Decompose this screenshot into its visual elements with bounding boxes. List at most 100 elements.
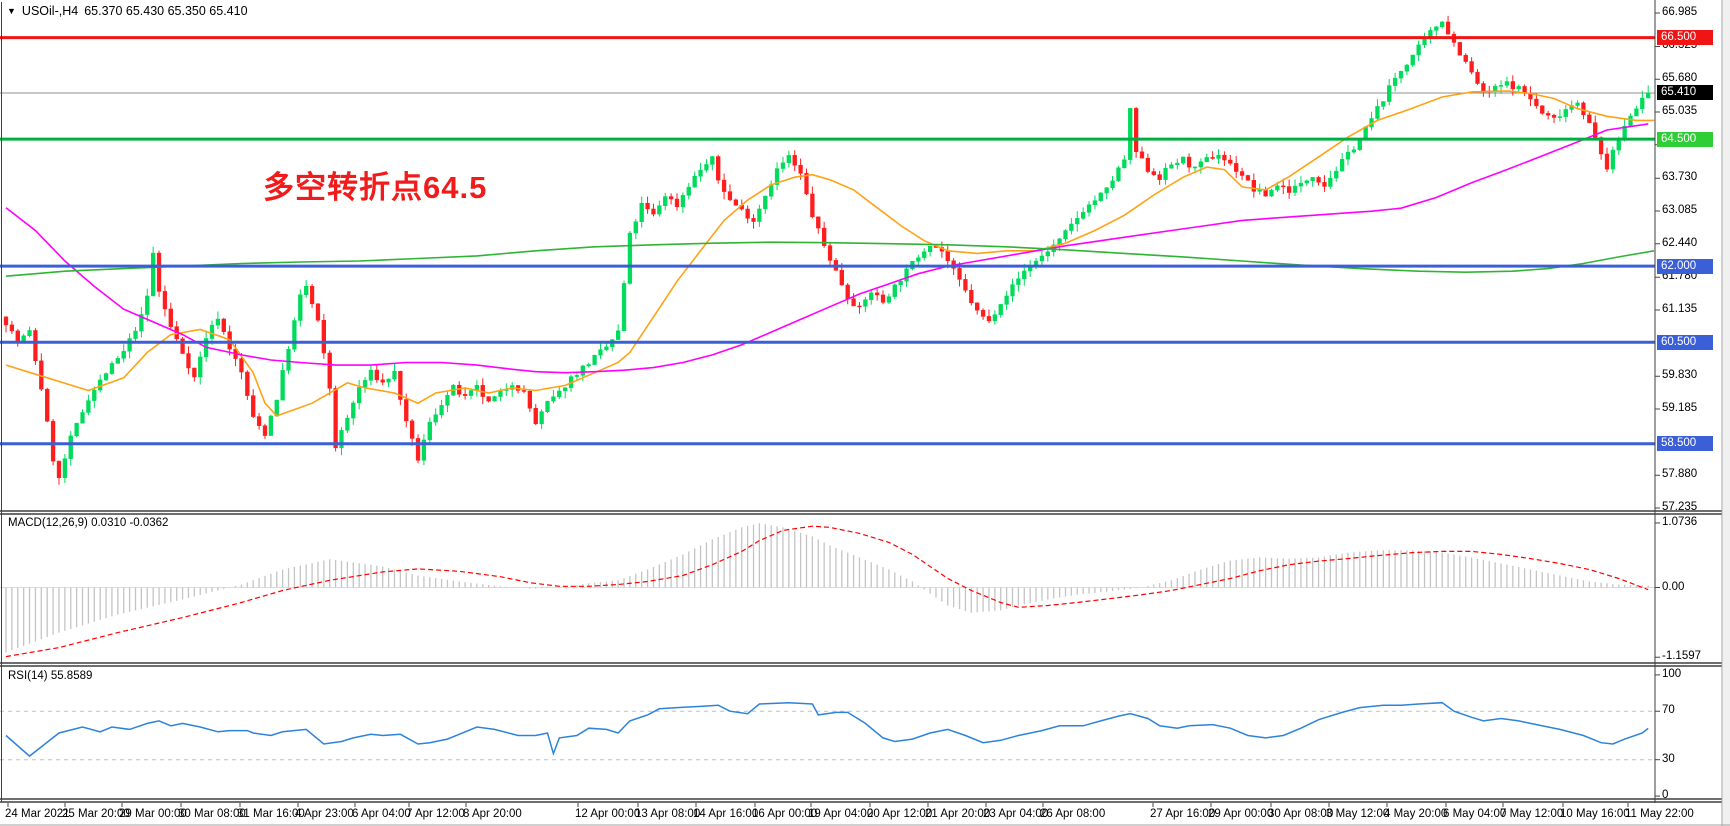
ma-slow-line: [5, 241, 1655, 277]
candle-body-up: [551, 396, 556, 402]
candle-body-up: [621, 283, 627, 331]
time-tick-label[interactable]: 6 May 04:00: [1443, 808, 1507, 820]
candle-body-down: [674, 198, 680, 207]
candle-body-down: [751, 218, 756, 222]
rsi-indicator-label: RSI(14) 55.8589: [8, 670, 93, 682]
candle-body-up: [468, 390, 474, 396]
candle-body-down: [1281, 185, 1286, 188]
candle-body-down: [404, 399, 409, 422]
time-tick-label[interactable]: 7 Apr 12:00: [406, 808, 465, 820]
time-tick-label[interactable]: 11 May 22:00: [1625, 808, 1694, 820]
time-tick-label[interactable]: 31 Mar 16:00: [237, 808, 305, 820]
candle-body-down: [851, 298, 856, 307]
candle-body-down: [1463, 54, 1468, 62]
candle-body-up: [1116, 167, 1121, 182]
time-tick-label[interactable]: 23 Apr 04:00: [983, 808, 1049, 820]
candle-body-down: [486, 396, 491, 402]
macd-signal-line: [5, 525, 1649, 658]
time-tick-label[interactable]: 26 Apr 08:00: [1040, 808, 1106, 820]
candle-body-down: [1157, 174, 1162, 180]
candle-body-up: [1181, 156, 1186, 164]
candle-body-down: [327, 352, 332, 389]
time-tick-label[interactable]: 14 Apr 16:00: [693, 808, 759, 820]
price-tick-label[interactable]: 57.880: [1662, 468, 1698, 481]
candle-body-up: [1110, 180, 1115, 188]
macd-tick-label[interactable]: 1.0736: [1662, 515, 1698, 528]
candle-body-up: [1334, 170, 1339, 179]
candle-body-up: [1634, 108, 1639, 117]
candle-body-up: [539, 411, 544, 425]
price-tick-label[interactable]: 61.135: [1662, 302, 1698, 315]
price-tick-label[interactable]: 57.235: [1662, 501, 1698, 513]
rsi-tick-label[interactable]: 100: [1662, 667, 1682, 680]
candle-body-up: [280, 370, 285, 401]
annotation-text[interactable]: 多空转折点64.5: [263, 170, 488, 205]
price-tick-label[interactable]: 65.035: [1662, 104, 1698, 117]
candle-body-up: [339, 430, 344, 449]
time-tick-label[interactable]: 12 Apr 00:00: [575, 808, 641, 820]
candle-body-down: [1469, 61, 1474, 73]
candle-body-up: [763, 195, 768, 210]
candle-body-down: [986, 316, 992, 322]
candle-body-up: [680, 195, 686, 207]
rsi-tick-label[interactable]: 30: [1662, 752, 1675, 765]
candle-body-up: [598, 349, 603, 356]
price-level-badge: 64.500: [1657, 131, 1713, 147]
symbol-dropdown-icon[interactable]: ▼: [7, 6, 16, 16]
candle-body-up: [922, 251, 927, 258]
candle-body-down: [1210, 157, 1215, 159]
candle-body-down: [50, 420, 56, 462]
time-tick-label[interactable]: 19 Apr 04:00: [808, 808, 874, 820]
time-tick-label[interactable]: 29 Apr 00:00: [1208, 808, 1274, 820]
candle-body-down: [716, 156, 721, 181]
candle-body-down: [380, 379, 385, 383]
price-tick-label[interactable]: 59.830: [1662, 369, 1698, 382]
time-tick-label[interactable]: 4 May 20:00: [1384, 808, 1448, 820]
candle-body-down: [533, 408, 538, 425]
rsi-tick-label[interactable]: 70: [1662, 704, 1675, 717]
time-tick-label[interactable]: 27 Apr 16:00: [1150, 808, 1216, 820]
candle-body-up: [916, 257, 921, 262]
macd-tick-label[interactable]: 0.00: [1662, 580, 1685, 593]
time-tick-label[interactable]: 29 Mar 00:00: [119, 808, 187, 820]
candle-body-down: [333, 388, 338, 449]
price-tick-label[interactable]: 66.985: [1662, 5, 1698, 18]
time-tick-label[interactable]: 30 Mar 08:00: [178, 808, 246, 820]
price-tick-label[interactable]: 59.185: [1662, 402, 1698, 414]
candle-body-down: [1587, 114, 1592, 123]
time-tick-label[interactable]: 20 Apr 12:00: [867, 808, 933, 820]
price-tick-label[interactable]: 63.085: [1662, 203, 1698, 216]
time-tick-label[interactable]: 13 Apr 08:00: [635, 808, 701, 820]
time-tick-label[interactable]: 8 Apr 20:00: [463, 808, 522, 820]
candle-body-down: [1222, 154, 1227, 161]
time-tick-label[interactable]: 4 Apr 23:00: [295, 808, 354, 820]
candle-body-down: [1545, 113, 1551, 116]
candle-body-up: [780, 162, 786, 169]
candle-body-down: [321, 319, 326, 354]
candle-body-down: [969, 290, 974, 304]
time-tick-label[interactable]: 21 Apr 20:00: [925, 808, 991, 820]
macd-tick-label[interactable]: -1.1597: [1662, 650, 1702, 663]
candle-body-up: [1304, 180, 1309, 184]
candle-body-up: [1640, 97, 1645, 109]
time-tick-label[interactable]: 6 Apr 04:00: [352, 808, 411, 820]
time-tick-label[interactable]: 16 Apr 00:00: [752, 808, 818, 820]
candle-body-up: [215, 318, 221, 326]
price-tick-label[interactable]: 63.730: [1662, 171, 1698, 184]
time-tick-label[interactable]: 10 May 16:00: [1560, 808, 1630, 820]
time-tick-label[interactable]: 25 Mar 20:00: [62, 808, 130, 820]
candle-body-up: [1069, 223, 1074, 231]
candle-body-up: [433, 414, 438, 423]
time-tick-label[interactable]: 3 May 12:00: [1326, 808, 1390, 820]
candle-body-down: [810, 193, 815, 218]
time-tick-label[interactable]: 30 Apr 08:00: [1268, 808, 1334, 820]
price-tick-label[interactable]: 62.440: [1662, 236, 1698, 249]
candle-body-down: [1234, 163, 1239, 172]
price-tick-label[interactable]: 65.680: [1662, 72, 1698, 85]
time-tick-label[interactable]: 7 May 12:00: [1500, 808, 1564, 820]
rsi-tick-label[interactable]: 0: [1662, 789, 1669, 802]
time-tick-label[interactable]: 24 Mar 2021: [5, 808, 70, 820]
candle-body-up: [109, 363, 115, 374]
candle-body-up: [639, 202, 644, 222]
